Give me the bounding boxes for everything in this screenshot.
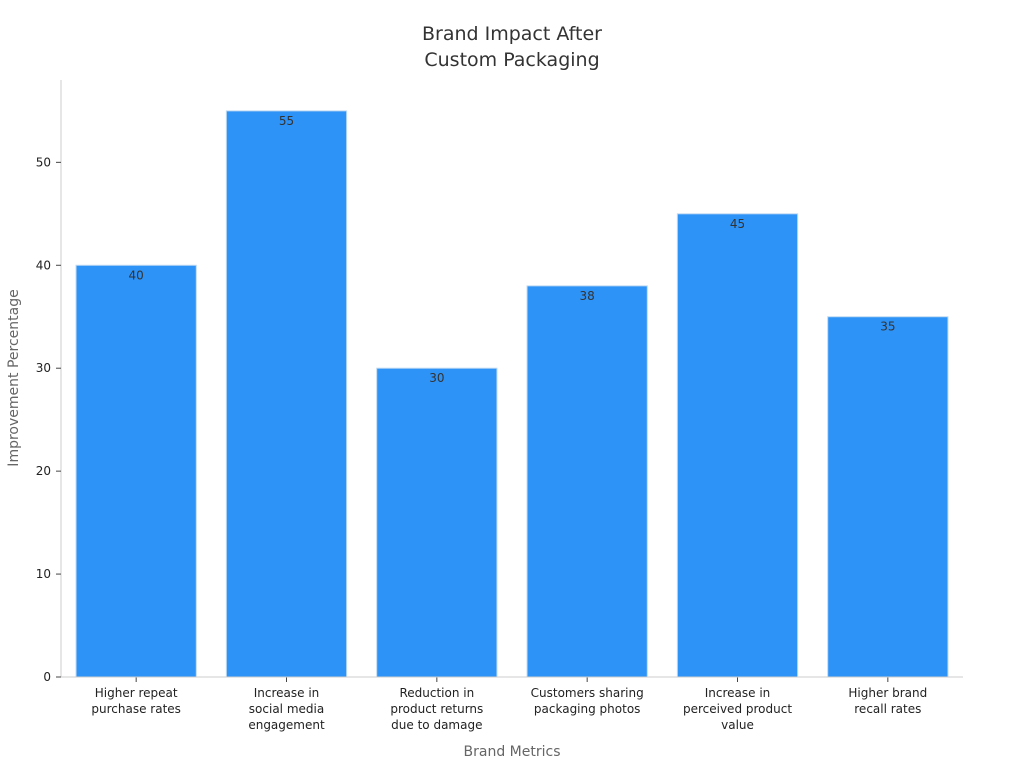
y-tick-label: 0 bbox=[43, 670, 51, 684]
y-tick-label: 30 bbox=[36, 361, 51, 375]
chart-title: Brand Impact After Custom Packaging bbox=[422, 23, 602, 71]
x-category-label-line: value bbox=[721, 718, 754, 732]
bar-value-label: 55 bbox=[279, 114, 294, 128]
bars: 40 55 30 38 45 35 bbox=[75, 110, 949, 678]
y-tick-label: 10 bbox=[36, 567, 51, 581]
y-axis-title: Improvement Percentage bbox=[6, 289, 22, 466]
x-category-label: Higher brand recall rates bbox=[848, 686, 927, 716]
bar-value-label: 40 bbox=[129, 268, 144, 282]
x-category-label-line: Reduction in bbox=[399, 686, 474, 700]
x-category-label: Higher repeat purchase rates bbox=[91, 686, 181, 716]
bar-value-label: 30 bbox=[429, 371, 444, 385]
x-category-label-line: Customers sharing bbox=[531, 686, 644, 700]
x-category-label-line: product returns bbox=[390, 702, 483, 716]
x-axis: Higher repeat purchase rates Increase in so… bbox=[61, 676, 963, 732]
chart-title-line-2: Custom Packaging bbox=[424, 49, 599, 71]
x-category-label-line: packaging photos bbox=[534, 702, 641, 716]
x-category-label-line: Increase in bbox=[254, 686, 320, 700]
x-category-label: Increase in perceived product value bbox=[683, 686, 792, 732]
chart-title-line-1: Brand Impact After bbox=[422, 23, 602, 45]
y-tick-label: 50 bbox=[36, 155, 51, 169]
x-category-label-line: social media bbox=[249, 702, 324, 716]
y-tick-label: 40 bbox=[36, 258, 51, 272]
y-axis: 0 10 20 30 40 50 bbox=[36, 80, 62, 684]
x-category-label-line: perceived product bbox=[683, 702, 792, 716]
x-category-label-line: purchase rates bbox=[91, 702, 181, 716]
bar-6 bbox=[827, 316, 949, 678]
bar-3 bbox=[376, 367, 498, 678]
x-category-label: Increase in social media engagement bbox=[248, 686, 325, 732]
bar-4 bbox=[526, 285, 648, 678]
x-category-label-line: Higher repeat bbox=[95, 686, 178, 700]
x-category-label: Customers sharing packaging photos bbox=[531, 686, 644, 716]
bar-value-label: 38 bbox=[580, 289, 595, 303]
bar-1 bbox=[75, 264, 197, 678]
x-category-label-line: recall rates bbox=[854, 702, 921, 716]
x-category-label: Reduction in product returns due to damage bbox=[390, 686, 483, 732]
bar-2 bbox=[225, 110, 348, 678]
bar-5 bbox=[676, 213, 799, 678]
y-tick-label: 20 bbox=[36, 464, 51, 478]
bar-value-label: 45 bbox=[730, 217, 745, 231]
x-category-label-line: Higher brand bbox=[848, 686, 927, 700]
x-category-label-line: engagement bbox=[248, 718, 325, 732]
x-category-label-line: due to damage bbox=[391, 718, 482, 732]
x-category-label-line: Increase in bbox=[705, 686, 771, 700]
x-axis-title: Brand Metrics bbox=[464, 744, 561, 760]
bar-value-label: 35 bbox=[880, 320, 895, 334]
